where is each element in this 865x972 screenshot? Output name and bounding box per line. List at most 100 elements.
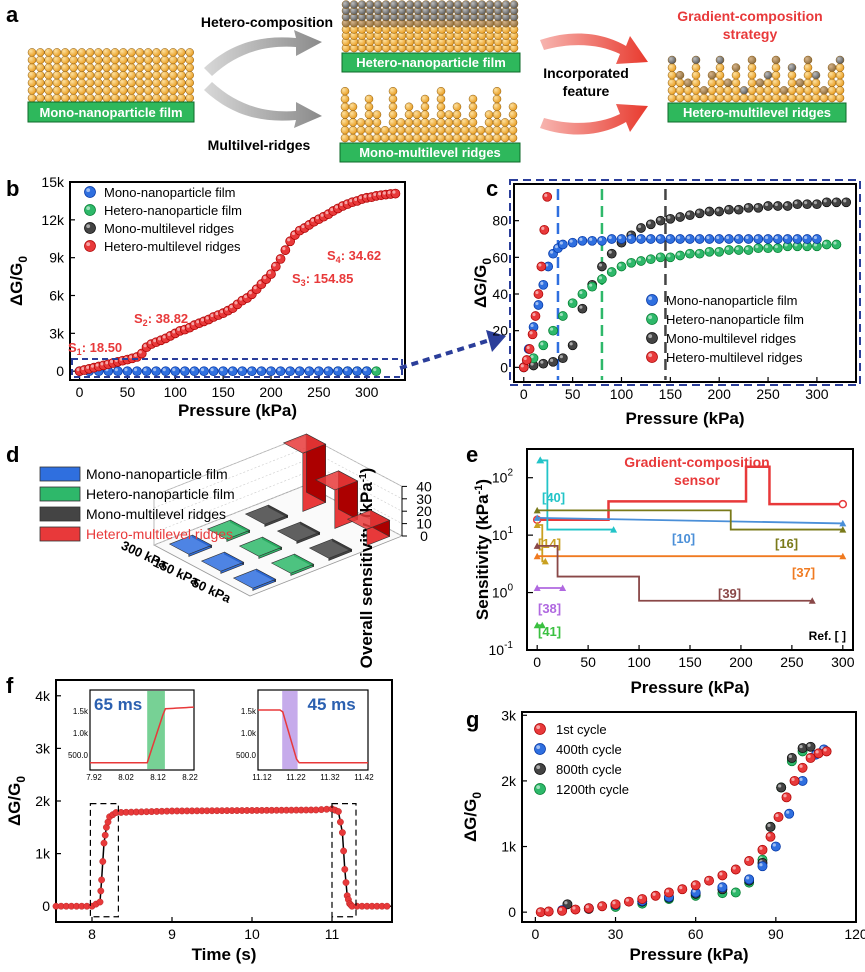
data-point xyxy=(784,808,795,819)
nanoparticle xyxy=(707,86,717,95)
data-point xyxy=(782,201,793,211)
data-point-highlight xyxy=(205,316,209,320)
data-point-highlight xyxy=(784,243,788,247)
chart-g: 0 30 60 90 120 0 1k 2k 3k Pressure (kPa) ΔG/G0 1st … xyxy=(461,707,865,964)
y-tick-label: 1k xyxy=(501,839,517,855)
data-point xyxy=(536,261,547,272)
arrow-red-bottom-icon xyxy=(540,104,648,135)
data-point-highlight xyxy=(637,257,642,262)
nanoparticle xyxy=(44,63,53,72)
legend-marker xyxy=(84,222,96,234)
data-point-highlight xyxy=(186,324,190,328)
data-point xyxy=(100,839,108,847)
nanoparticle xyxy=(803,78,813,88)
data-point-highlight xyxy=(732,866,736,870)
data-point-highlight xyxy=(686,212,690,216)
data-point xyxy=(743,245,754,255)
x-tick-label: 150 xyxy=(211,384,235,400)
data-point xyxy=(664,887,674,898)
z-tick-label: 0 xyxy=(420,528,428,544)
data-point xyxy=(304,366,315,377)
x-tick-label: 11 xyxy=(325,926,340,942)
data-point-highlight xyxy=(569,342,573,346)
data-point xyxy=(567,340,578,351)
nanoparticle xyxy=(36,70,45,80)
data-point-highlight xyxy=(138,350,142,354)
data-point-highlight xyxy=(657,235,661,240)
x-tick-label: 200 xyxy=(708,386,732,402)
data-point-highlight xyxy=(244,294,248,299)
y-tick-label: 40 xyxy=(492,286,508,302)
data-point xyxy=(334,808,342,815)
data-point xyxy=(280,245,291,255)
bar-top-face xyxy=(314,470,359,491)
nanoparticle xyxy=(803,63,813,72)
inset-frame xyxy=(89,689,195,771)
nanoparticle xyxy=(44,93,53,103)
nanoparticle xyxy=(437,0,447,9)
nanoparticle xyxy=(509,0,519,9)
nanoparticle xyxy=(835,86,845,95)
data-point-highlight xyxy=(564,901,568,905)
nanoparticle xyxy=(152,55,161,65)
panel-label-f: f xyxy=(6,673,14,698)
nanoparticle xyxy=(755,86,765,95)
data-point-highlight xyxy=(540,360,544,364)
mono-film-label-box xyxy=(27,101,195,123)
z-tick-label: 20 xyxy=(416,503,432,519)
nanoparticle xyxy=(110,63,120,72)
y-tick-label: 10-1 xyxy=(489,640,514,658)
nanoparticle xyxy=(52,70,62,80)
nanoparticle xyxy=(803,70,813,80)
legend-label: Hetero-multilevel ridges xyxy=(104,239,241,254)
data-point xyxy=(340,847,347,855)
data-point-highlight xyxy=(716,248,720,252)
nanoparticle xyxy=(452,118,462,127)
data-point-highlight xyxy=(86,365,90,369)
nanoparticle xyxy=(85,86,95,95)
x-tick-label: 300 xyxy=(355,384,379,400)
data-point-highlight xyxy=(696,250,700,254)
data-point-highlight xyxy=(229,368,233,372)
y-tick-label: 1k xyxy=(35,846,51,862)
data-point xyxy=(675,250,685,261)
triangle-marker xyxy=(839,552,847,560)
nanoparticle xyxy=(667,93,677,103)
data-point-highlight xyxy=(667,215,671,219)
data-point xyxy=(557,905,568,916)
data-point-highlight xyxy=(647,221,651,225)
nanoparticle xyxy=(468,118,478,127)
data-point xyxy=(606,234,617,244)
data-point xyxy=(336,818,344,826)
data-point-highlight xyxy=(774,235,778,240)
nanoparticle xyxy=(691,63,701,72)
data-point xyxy=(637,894,648,904)
nanoparticle xyxy=(52,78,62,88)
data-point-highlight xyxy=(657,254,661,258)
nanoparticle xyxy=(508,125,518,135)
data-point xyxy=(342,366,353,377)
x-tick-label: 50 xyxy=(120,384,136,400)
nanoparticle xyxy=(460,125,470,135)
data-point xyxy=(772,234,783,244)
triangle-marker xyxy=(533,542,541,549)
triangle-marker xyxy=(541,557,549,565)
inset-y-tick: 1.5k xyxy=(73,707,89,716)
data-point-highlight xyxy=(530,362,534,366)
data-point-highlight xyxy=(618,235,622,240)
data-point xyxy=(275,254,286,264)
reference-label: [41] xyxy=(538,624,561,639)
nanoparticle xyxy=(340,86,350,96)
data-point xyxy=(685,248,695,259)
x-axis-label: Pressure (kPa) xyxy=(629,945,748,964)
data-point xyxy=(256,366,267,377)
data-point-highlight xyxy=(667,254,671,258)
data-point xyxy=(538,358,549,369)
nanoparticle xyxy=(420,102,430,112)
data-point xyxy=(333,366,343,377)
data-point-highlight xyxy=(538,263,542,267)
data-point xyxy=(821,239,832,250)
data-point-highlight xyxy=(344,368,348,372)
data-point xyxy=(704,234,715,244)
